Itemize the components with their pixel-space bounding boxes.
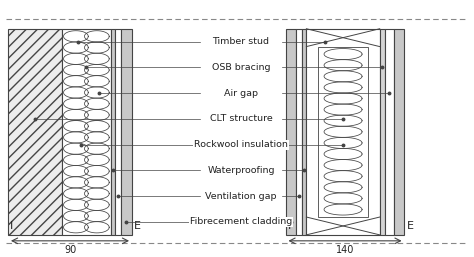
Text: OSB bracing: OSB bracing [212, 63, 270, 72]
Bar [385, 29, 393, 235]
Bar [393, 29, 404, 235]
Bar [62, 29, 111, 235]
Bar [115, 29, 121, 235]
Text: 140: 140 [336, 245, 354, 255]
Bar [111, 29, 115, 235]
Text: E: E [407, 221, 413, 231]
Text: Air gap: Air gap [224, 89, 258, 98]
Text: Fibrecement cladding: Fibrecement cladding [190, 217, 292, 226]
Text: 90: 90 [64, 245, 76, 255]
Text: I: I [288, 221, 291, 231]
Text: I: I [10, 221, 13, 231]
Bar [296, 29, 302, 235]
Bar [8, 29, 62, 235]
Text: Ventilation gap: Ventilation gap [205, 192, 277, 201]
Bar [318, 47, 368, 217]
Text: Waterproofing: Waterproofing [207, 166, 275, 175]
Text: Rockwool insulation: Rockwool insulation [194, 140, 288, 149]
Bar [302, 29, 306, 235]
Bar [306, 29, 380, 235]
Text: E: E [134, 221, 141, 231]
Bar [121, 29, 132, 235]
Text: CLT structure: CLT structure [210, 114, 273, 123]
Bar [285, 29, 296, 235]
Bar [380, 29, 385, 235]
Text: Timber stud: Timber stud [212, 37, 269, 46]
